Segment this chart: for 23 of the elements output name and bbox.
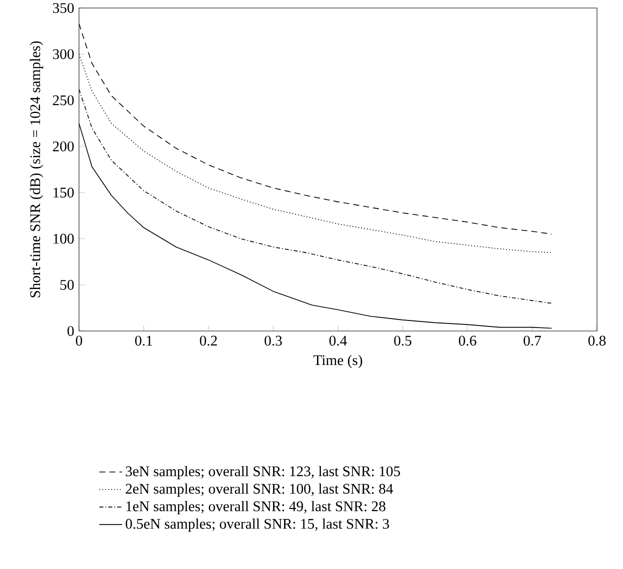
y-tick-label: 150 [54,188,74,198]
y-tick-label: 200 [52,141,74,152]
legend-label: 2eN samples; overall SNR: 100, last SNR: 84 [126,483,394,497]
x-tick-label: 0.8 [588,336,606,346]
x-tick-label: 0 [76,336,82,346]
legend-label: 0.5eN samples; overall SNR: 15, last SNR: 3 [126,518,389,532]
x-tick-label: 0.3 [264,336,282,346]
y-tick-label: 0 [68,326,74,336]
y-tick-label: 50 [60,280,74,290]
y-axis-title: Short-time SNR (dB) (size = 1024 samples) [30,41,44,298]
x-tick-label: 0.1 [135,336,152,346]
legend-label: 3eN samples; overall SNR: 123, last SNR: 105 [126,466,400,480]
x-tick-label: 0.4 [329,336,347,346]
x-tick-label: 0.2 [200,336,217,346]
x-tick-label: 0.6 [458,336,476,346]
x-axis-title: Time (s) [313,354,362,368]
y-tick-label: 350 [53,3,74,13]
x-tick-label: 0.7 [524,336,541,346]
x-tick-label: 0.5 [394,336,412,346]
y-tick-label: 250 [52,95,74,106]
y-tick-label: 300 [53,49,74,60]
y-tick-label: 100 [54,234,74,244]
legend-label: 1eN samples; overall SNR: 49, last SNR: 28 [126,500,386,514]
